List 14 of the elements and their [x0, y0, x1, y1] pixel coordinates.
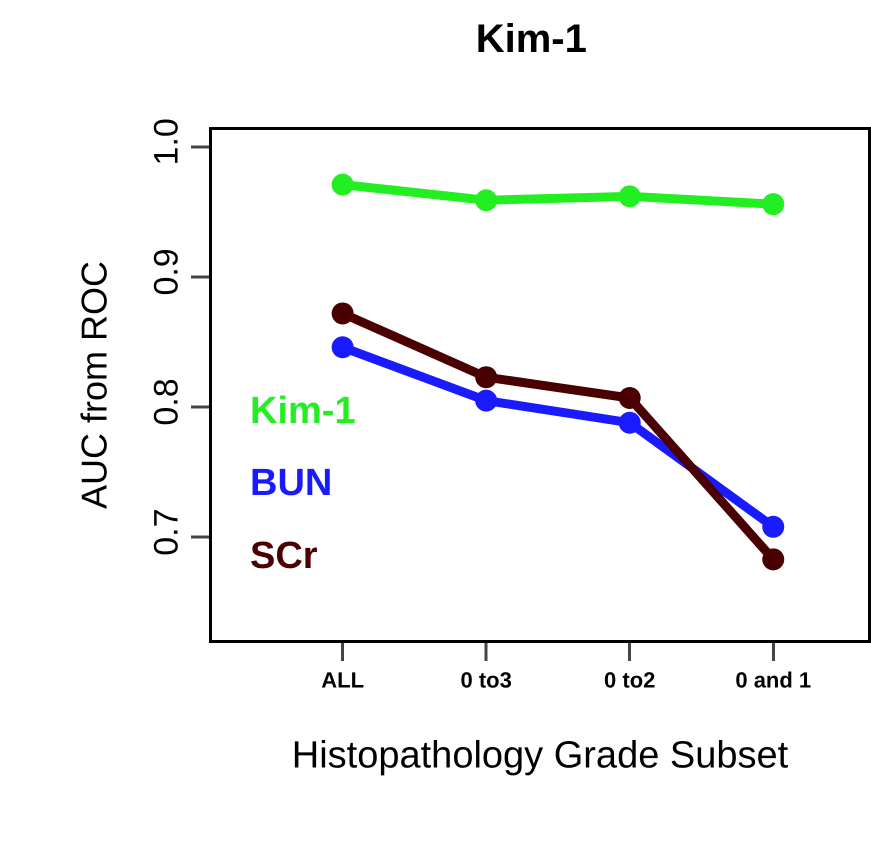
x-tick-label: 0 to2 — [604, 667, 656, 692]
text: Kim-1 — [250, 390, 356, 432]
x-tick-label: 0 to3 — [460, 667, 512, 692]
x-axis-title: Histopathology Grade Subset — [292, 734, 789, 776]
x-tick-label: ALL — [321, 667, 364, 692]
text: SCr — [250, 535, 318, 577]
chart-title: Kim-1 — [476, 17, 587, 62]
text: BUN — [250, 462, 332, 504]
y-tick-label: 0.8 — [147, 378, 186, 426]
y-tick-label: 0.7 — [147, 508, 186, 556]
y-tick-label: 1.0 — [147, 118, 186, 166]
y-tick-label: 0.9 — [147, 248, 186, 296]
x-tick-label: 0 and 1 — [735, 667, 812, 692]
y-axis-title: AUC from ROC — [73, 260, 114, 510]
